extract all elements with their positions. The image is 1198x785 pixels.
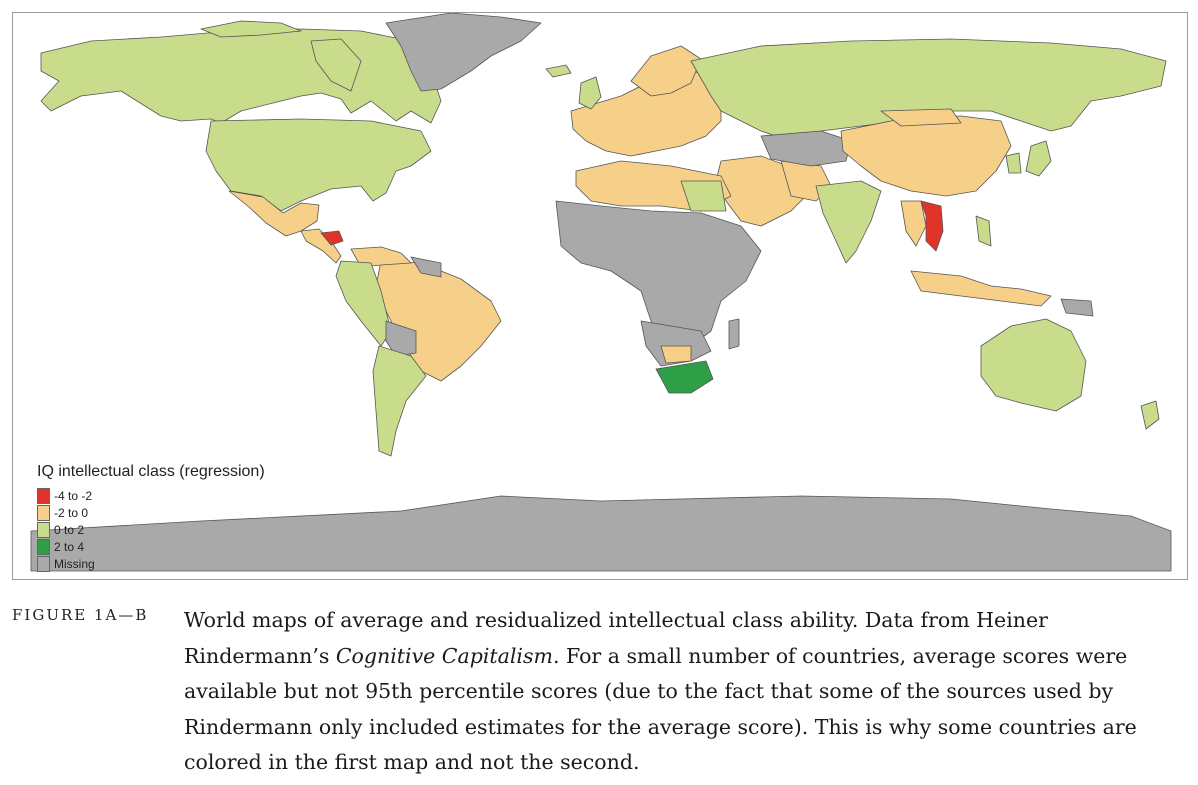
region-canada-islands (200, 20, 362, 92)
region-india (815, 180, 882, 264)
region-mongolia (880, 108, 962, 127)
region-uk (578, 76, 602, 110)
legend-swatch (37, 487, 50, 504)
legend-item: 2 to 4 (37, 538, 265, 555)
caption-book-title: Cognitive Capitalism (335, 643, 553, 668)
map-legend: IQ intellectual class (regression) -4 to… (37, 463, 265, 572)
region-china (840, 115, 1012, 197)
region-new-zealand (1140, 400, 1160, 430)
region-south-africa (655, 360, 714, 394)
region-antarctica (30, 495, 1172, 572)
legend-item: -2 to 0 (37, 504, 265, 521)
region-russia (690, 38, 1167, 142)
legend-label: 2 to 4 (54, 539, 85, 554)
region-central-america (300, 228, 342, 264)
region-peru-colombia (335, 260, 392, 347)
region-thailand (900, 200, 927, 247)
region-scandinavia (630, 45, 702, 97)
region-australia (980, 318, 1087, 412)
region-canada (40, 28, 442, 124)
legend-swatch (37, 538, 50, 555)
region-africa-central (555, 200, 762, 352)
figure-label: FIGURE 1A—B (12, 606, 149, 624)
region-greenland (385, 13, 542, 92)
region-philippines (975, 215, 992, 247)
legend-item: 0 to 2 (37, 521, 265, 538)
caption-text: World maps of average and residualized i… (184, 603, 1188, 781)
region-iceland (545, 64, 572, 78)
legend-title: IQ intellectual class (regression) (37, 463, 265, 480)
region-central-asia (760, 130, 852, 167)
map-svg (30, 13, 1172, 572)
region-vietnam (920, 200, 944, 252)
region-png (1060, 298, 1094, 317)
region-indonesia (910, 270, 1052, 307)
legend-swatch (37, 555, 50, 572)
region-korea (1005, 152, 1022, 174)
legend-item: -4 to -2 (37, 487, 265, 504)
region-guianas (410, 256, 442, 278)
region-botswana (660, 345, 692, 364)
region-honduras (320, 230, 344, 246)
world-map: IQ intellectual class (regression) -4 to… (12, 12, 1188, 580)
region-madagascar (728, 318, 740, 350)
legend-swatch (37, 521, 50, 538)
legend-label: -2 to 0 (54, 505, 89, 520)
region-argentina-chile (372, 345, 427, 457)
legend-label: -4 to -2 (54, 488, 93, 503)
legend-label: Missing (54, 556, 95, 571)
legend-label: 0 to 2 (54, 522, 85, 537)
region-egypt (680, 180, 727, 212)
legend-item: Missing (37, 555, 265, 572)
region-mexico (228, 190, 320, 237)
caption-part2: . For a small number of countries, avera… (184, 643, 1137, 775)
legend-swatch (37, 504, 50, 521)
region-japan (1025, 140, 1052, 177)
caption-part1: World maps of average and residualized i… (184, 608, 1048, 668)
